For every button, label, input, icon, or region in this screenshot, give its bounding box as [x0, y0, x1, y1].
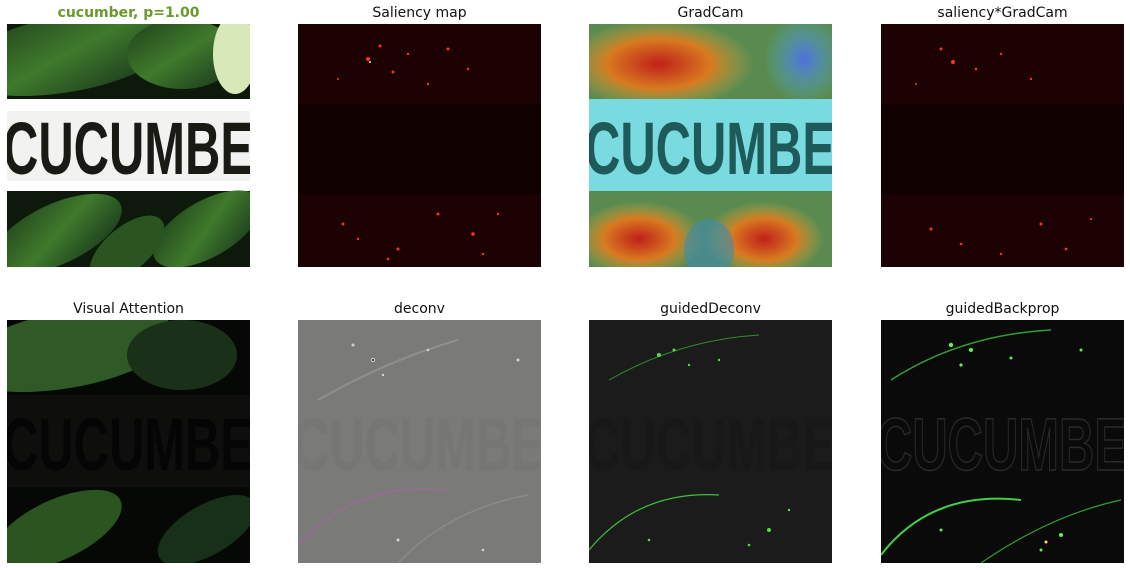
guided-deconv-title: guidedDeconv: [660, 301, 761, 317]
saliency-map-image: [298, 24, 541, 267]
svg-text:CUCUMBE: CUCUMBE: [7, 403, 250, 486]
svg-text:CUCUMBE: CUCUMBE: [298, 403, 541, 486]
svg-text:CUCUMBE: CUCUMBE: [589, 403, 832, 486]
saliency-gradcam-image: [881, 24, 1124, 267]
gradcam-image: CUCUMBE: [589, 24, 832, 267]
svg-text:CUCUMBE: CUCUMBE: [881, 403, 1124, 486]
deconv-image: CUCUMBE: [298, 320, 541, 563]
prediction-title: cucumber, p=1.00: [57, 5, 200, 21]
svg-text:CUCUMBE: CUCUMBE: [589, 107, 832, 190]
cucumber-text-overlay: CUCUMBE: [7, 107, 250, 190]
visual-attention-title: Visual Attention: [73, 301, 184, 317]
saliency-gradcam-title: saliency*GradCam: [937, 5, 1068, 21]
guided-backprop-image: CUCUMBE: [881, 320, 1124, 563]
guided-deconv-image: CUCUMBE: [589, 320, 832, 563]
guided-backprop-title: guidedBackprop: [945, 301, 1060, 317]
deconv-title: deconv: [394, 301, 445, 317]
saliency-map-title: Saliency map: [372, 5, 467, 21]
saliency-dots-1: [298, 24, 541, 267]
visual-attention-image: CUCUMBE: [7, 320, 250, 563]
original-image: CUCUMBE: [7, 24, 250, 267]
gradcam-title: GradCam: [677, 5, 744, 21]
